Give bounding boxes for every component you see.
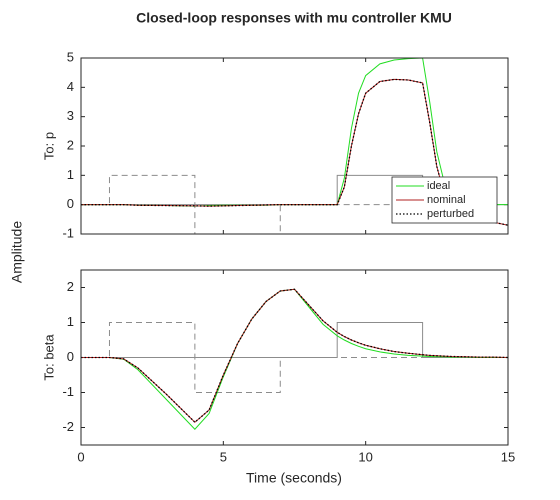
axes-frame — [80, 57, 509, 235]
y-axis-label: Amplitude — [9, 221, 25, 283]
x-axis-label: Time (seconds) — [246, 470, 342, 486]
y-tick-label: 0 — [67, 349, 74, 364]
legend-label: perturbed — [427, 208, 474, 220]
legend-label: nominal — [427, 194, 466, 206]
series-line — [81, 288, 508, 430]
y-tick-label: 3 — [67, 108, 74, 123]
x-tick-label: 5 — [220, 449, 227, 464]
legend: ideal nominal perturbed — [391, 176, 498, 224]
y-tick-label: 2 — [67, 279, 74, 294]
series-line — [81, 78, 508, 226]
y-tick-label: 2 — [67, 137, 74, 152]
y-tick-label: -1 — [62, 384, 74, 399]
y-tick-label: 1 — [67, 167, 74, 182]
series-group — [81, 288, 508, 430]
axes: -1 0 1 2 3 4 5 To: p ideal nominal perturbed — [41, 49, 509, 240]
y-axis-label: To: p — [41, 132, 56, 160]
axes: -2 -1 0 1 2 0 5 10 15 To: beta — [41, 269, 515, 464]
x-tick-label: 10 — [358, 449, 372, 464]
legend-label: ideal — [427, 180, 450, 192]
series-line — [81, 288, 508, 424]
series-line — [81, 322, 508, 358]
x-tick-label: 15 — [501, 449, 515, 464]
y-tick-label: 4 — [67, 79, 74, 94]
y-tick-label: -1 — [62, 225, 74, 240]
y-tick-label: -2 — [62, 419, 74, 434]
x-tick-label: 0 — [77, 449, 84, 464]
y-axis-label: To: beta — [41, 334, 56, 381]
y-tick-label: 5 — [67, 49, 74, 64]
y-tick-label: 0 — [67, 196, 74, 211]
figure-title: Closed-loop responses with mu controller… — [136, 10, 452, 26]
axes-frame — [80, 269, 509, 446]
y-tick-label: 1 — [67, 314, 74, 329]
